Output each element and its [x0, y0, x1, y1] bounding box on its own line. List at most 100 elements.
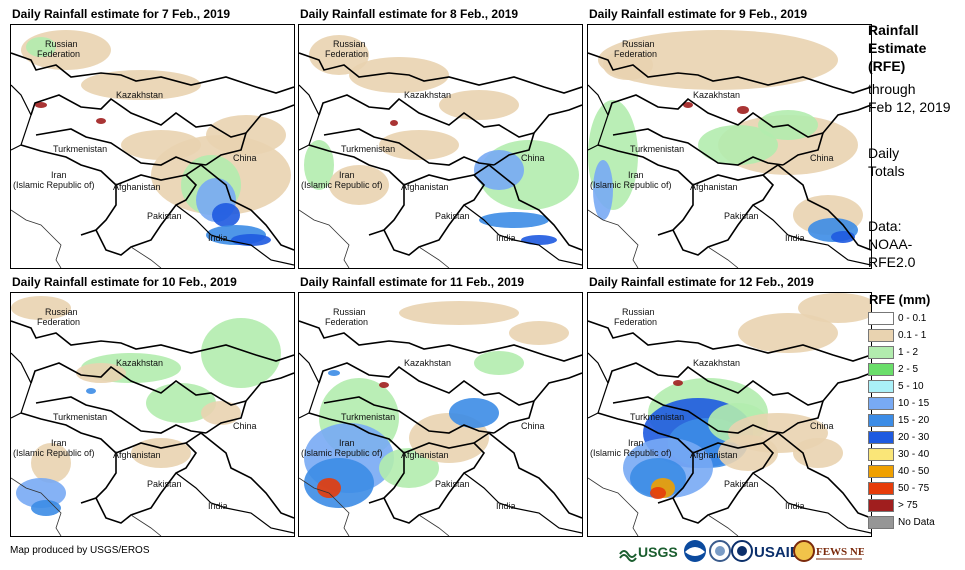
rain-patch: [650, 487, 666, 499]
map-label-russia-line1: Russian: [333, 307, 366, 317]
rain-patch: [449, 398, 499, 428]
map-label-kazakhstan: Kazakhstan: [116, 358, 163, 368]
usgs-logo: USGS: [619, 544, 678, 562]
map-panel-feb-9: Daily Rainfall estimate for 9 Feb., 2019…: [587, 7, 872, 269]
data-source-line1: NOAA-: [868, 236, 913, 252]
map-label-russia-line2: Federation: [325, 49, 368, 59]
legend-swatch: [868, 312, 894, 325]
map-label-china: China: [521, 421, 545, 431]
through-date: Feb 12, 2019: [868, 99, 951, 115]
map-label-afghanistan: Afghanistan: [113, 182, 161, 192]
map-label-afghanistan: Afghanistan: [690, 450, 738, 460]
legend-swatch: [868, 346, 894, 359]
rain-patch: [304, 140, 334, 190]
rain-patch: [593, 160, 613, 220]
map-label-turkmenistan: Turkmenistan: [630, 144, 684, 154]
map-label-russia-line2: Federation: [614, 317, 657, 327]
rain-patch: [379, 448, 439, 488]
rain-patch: [474, 351, 524, 375]
rain-patch: [201, 401, 241, 425]
country-borders: [588, 52, 871, 268]
rainfall-map: Russian Federation Kazakhstan Turkmenistan I…: [587, 24, 872, 269]
country-borders: [299, 52, 582, 268]
rain-patch: [328, 370, 340, 376]
legend-swatch: [868, 380, 894, 393]
legend-label: > 75: [898, 500, 918, 511]
legend-swatch: [868, 482, 894, 495]
panel-title: Daily Rainfall estimate for 10 Feb., 201…: [12, 275, 237, 289]
usaid-logo: USAID: [731, 540, 801, 562]
panel-title: Daily Rainfall estimate for 7 Feb., 2019: [12, 7, 231, 21]
rain-patch: [11, 296, 71, 320]
panel-title: Daily Rainfall estimate for 12 Feb., 201…: [589, 275, 814, 289]
map-label-kazakhstan: Kazakhstan: [404, 358, 451, 368]
map-label-afghanistan: Afghanistan: [401, 450, 449, 460]
rain-patch: [737, 106, 749, 114]
legend-swatch: [868, 414, 894, 427]
country-borders: [11, 52, 294, 268]
rain-patch: [738, 313, 838, 353]
legend-label: 10 - 15: [898, 398, 930, 409]
map-label-russia-line1: Russian: [622, 39, 655, 49]
legend-swatch: [868, 448, 894, 461]
rainfall-map: Russian Federation Kazakhstan Turkmenistan I…: [10, 24, 295, 269]
legend-label: 30 - 40: [898, 449, 930, 460]
map-panel-feb-8: Daily Rainfall estimate for 8 Feb., 2019…: [298, 7, 583, 269]
legend-swatch: [868, 329, 894, 342]
rain-patch: [146, 383, 216, 423]
panel-title: Daily Rainfall estimate for 8 Feb., 2019: [300, 7, 519, 21]
usaid-text: USAID: [754, 544, 801, 561]
legend-label: 40 - 50: [898, 466, 930, 477]
legend-label: 20 - 30: [898, 432, 930, 443]
map-label-turkmenistan: Turkmenistan: [341, 144, 395, 154]
map-label-india: India: [785, 501, 805, 511]
rain-patch: [793, 438, 843, 468]
map-label-iran-line2: (Islamic Republic of): [13, 180, 95, 190]
map-label-russia-line1: Russian: [622, 307, 655, 317]
map-label-china: China: [233, 153, 257, 163]
daily-label: Daily: [868, 145, 900, 161]
doc-seal-logo: [709, 540, 731, 562]
map-label-china: China: [810, 421, 834, 431]
rain-patch: [212, 203, 240, 227]
noaa-logo: [684, 540, 706, 562]
map-label-turkmenistan: Turkmenistan: [53, 144, 107, 154]
rainfall-field: [304, 301, 569, 508]
rain-patch: [521, 235, 557, 245]
panel-title: Daily Rainfall estimate for 9 Feb., 2019: [589, 7, 808, 21]
legend-swatch: [868, 499, 894, 512]
rainfall-field: [623, 293, 871, 499]
map-label-iran-line2: (Islamic Republic of): [301, 448, 383, 458]
rain-patch: [35, 102, 47, 108]
map-label-india: India: [208, 501, 228, 511]
map-label-kazakhstan: Kazakhstan: [693, 90, 740, 100]
legend-label: No Data: [898, 517, 935, 528]
totals-label: Totals: [868, 163, 905, 179]
map-label-kazakhstan: Kazakhstan: [116, 90, 163, 100]
map-panel-feb-10: Daily Rainfall estimate for 10 Feb., 201…: [10, 275, 295, 537]
map-label-china: China: [521, 153, 545, 163]
map-credit: Map produced by USGS/EROS: [10, 545, 150, 556]
map-label-china: China: [233, 421, 257, 431]
legend-title: RFE (mm): [869, 292, 931, 307]
map-label-iran-line1: Iran: [51, 438, 67, 448]
map-label-afghanistan: Afghanistan: [690, 182, 738, 192]
map-label-russia-line1: Russian: [45, 39, 78, 49]
map-label-pakistan: Pakistan: [435, 211, 470, 221]
map-label-pakistan: Pakistan: [147, 479, 182, 489]
legend-label: 5 - 10: [898, 381, 924, 392]
rain-patch: [329, 165, 389, 205]
legend-label: 50 - 75: [898, 483, 930, 494]
rain-patch: [479, 212, 549, 228]
rainfall-map: Russian Federation Kazakhstan Turkmenistan I…: [587, 292, 872, 537]
rain-patch: [31, 443, 71, 483]
rain-patch: [603, 50, 653, 80]
map-label-india: India: [496, 233, 516, 243]
legend-swatch: [868, 363, 894, 376]
map-label-iran-line2: (Islamic Republic of): [301, 180, 383, 190]
